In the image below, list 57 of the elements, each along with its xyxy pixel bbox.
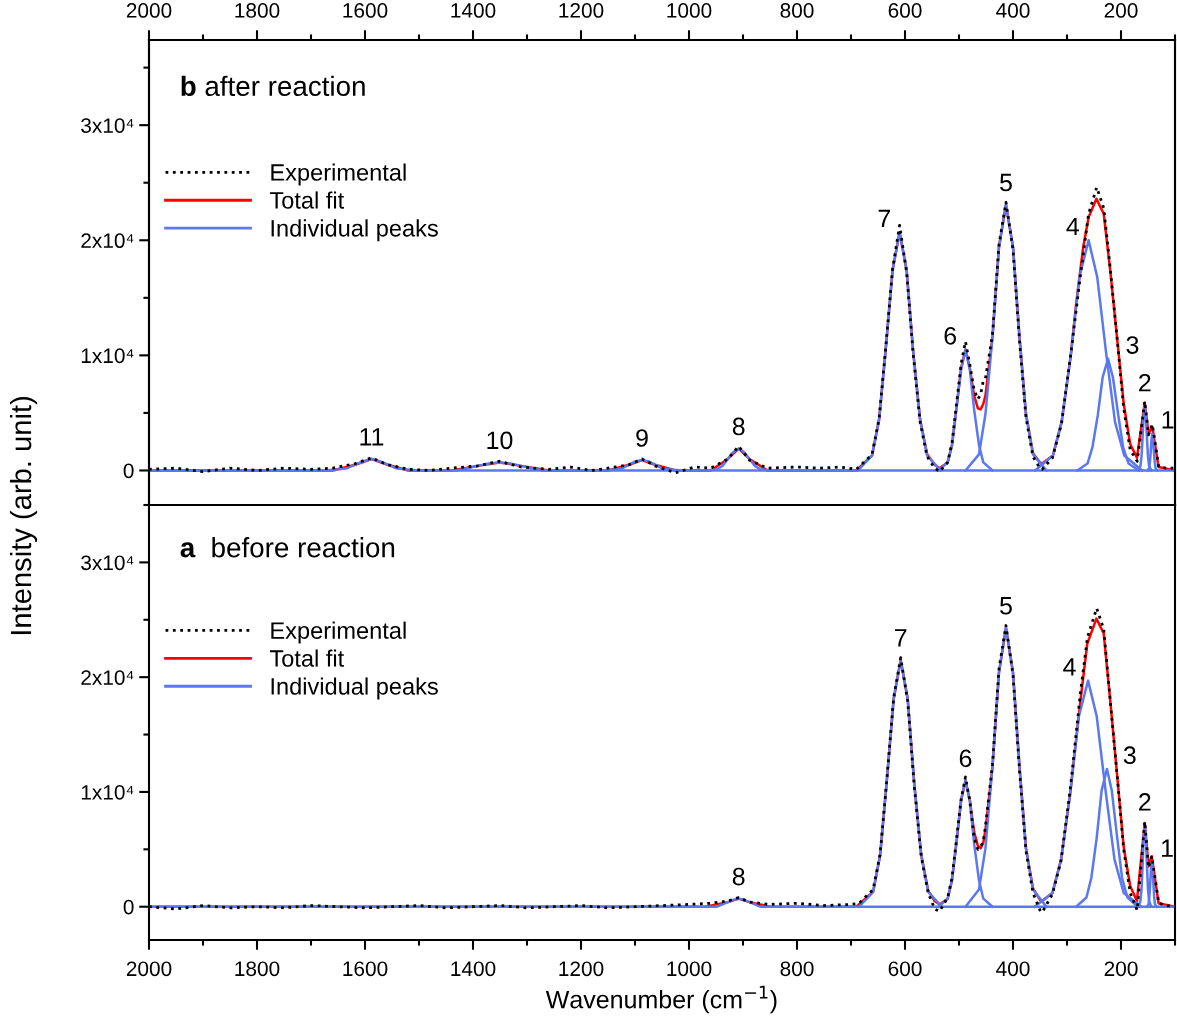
legend-label: Total fit (269, 649, 345, 667)
legend-label: Individual peaks (271, 677, 438, 700)
annotation: 8 (732, 867, 745, 886)
x2-tick-label: 800 (780, 3, 814, 18)
x2-tick-label: 1000 (667, 3, 712, 18)
annotation: 6 (944, 326, 957, 345)
x2-tick-label: 1200 (559, 3, 604, 18)
annotation: 5 (1000, 597, 1012, 615)
y-axis-title: Intensity (arb. unit) (9, 397, 38, 635)
annotation: 1 (1162, 411, 1174, 429)
legend-label: Total fit (269, 191, 345, 209)
y-tick-label: 0 (123, 899, 134, 915)
x-tick-label: 800 (780, 961, 814, 977)
x-tick-label: 600 (888, 961, 922, 977)
annotation: 11 (360, 428, 384, 446)
annotation: 3 (1126, 336, 1139, 354)
annotation: 7 (895, 629, 907, 647)
y-tick-label: 2x10⁴ (81, 233, 134, 249)
text: a before reaction (180, 537, 395, 558)
y-tick-label: 0 (123, 463, 134, 479)
legend-label: Experimental (271, 163, 406, 186)
legend-label: Individual peaks (271, 219, 438, 242)
x-tick-label: 1000 (667, 961, 712, 977)
x2-tick-label: 2000 (126, 3, 172, 18)
x2-tick-label: 400 (996, 3, 1030, 18)
y-tick-label: 1x10⁴ (81, 348, 134, 364)
x-tick-label: 200 (1104, 961, 1138, 977)
annotation: 5 (1000, 173, 1012, 192)
legend-label: Experimental (271, 621, 406, 644)
annotation: 4 (1063, 658, 1076, 676)
y-tick-label: 1x10⁴ (81, 784, 134, 800)
x2-tick-label: 1400 (451, 3, 496, 18)
annotation: 8 (732, 417, 745, 436)
annotation: 1 (1162, 839, 1173, 857)
x2-tick-label: 200 (1104, 3, 1138, 18)
text: b after reaction (181, 75, 365, 97)
annotation: 10 (487, 431, 513, 450)
annotation: 9 (636, 429, 648, 447)
y-tick-label: 3x10⁴ (81, 555, 134, 571)
annotation: 2 (1139, 793, 1151, 811)
x-tick-label: 1200 (559, 961, 604, 977)
x-axis-title: Wavenumber (cm$^{−1}$) (545, 985, 777, 1014)
x-tick-label: 1400 (451, 961, 496, 977)
annotation: 3 (1123, 746, 1136, 765)
annotation: 6 (959, 749, 972, 768)
x-tick-label: 1600 (343, 961, 388, 977)
x2-tick-label: 1600 (343, 3, 388, 18)
y-tick-label: 2x10⁴ (81, 670, 134, 685)
annotation: 7 (878, 209, 891, 228)
x2-tick-label: 1800 (235, 3, 280, 18)
x-tick-label: 2000 (126, 961, 172, 977)
x-tick-label: 1800 (235, 961, 280, 977)
annotation: 4 (1066, 217, 1079, 236)
annotation: 2 (1139, 373, 1151, 392)
x-tick-label: 400 (996, 961, 1030, 977)
x2-tick-label: 600 (888, 3, 922, 18)
y-tick-label: 3x10⁴ (81, 118, 134, 133)
